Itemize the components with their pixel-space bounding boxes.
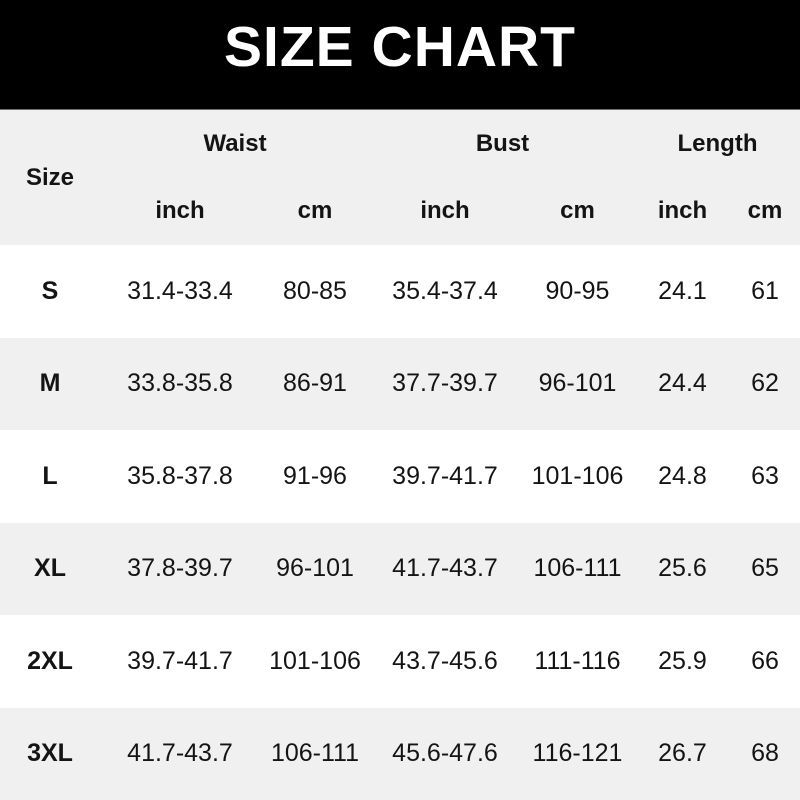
bust-cm-cell: 96-101 — [538, 369, 617, 398]
length-cm-cell: 62 — [751, 369, 779, 398]
table-row-m: M 33.8-35.8 86-91 37.7-39.7 96-101 24.4 … — [0, 337, 800, 430]
length-cm-cell: 63 — [751, 461, 779, 490]
length-cm-cell: 65 — [751, 554, 779, 583]
length-cm-cell: 61 — [751, 276, 779, 305]
length-inch-cell: 25.6 — [658, 554, 707, 583]
waist-inch-cell: 31.4-33.4 — [127, 276, 233, 305]
bust-inch-cell: 35.4-37.4 — [392, 276, 498, 305]
length-inch-cell: 24.1 — [658, 276, 707, 305]
waist-cm-cell: 101-106 — [269, 646, 361, 675]
size-cell: M — [39, 369, 61, 398]
table-body: S 31.4-33.4 80-85 35.4-37.4 90-95 24.1 6… — [0, 245, 800, 800]
size-cell: XL — [34, 554, 66, 583]
size-cell: 3XL — [27, 739, 73, 768]
column-group-length: Length — [677, 129, 758, 157]
bust-cm-cell: 116-121 — [532, 739, 623, 768]
column-header-waist-cm: cm — [297, 197, 333, 224]
waist-inch-cell: 35.8-37.8 — [127, 461, 233, 490]
bust-cm-cell: 101-106 — [531, 461, 624, 490]
table-row-xl: XL 37.8-39.7 96-101 41.7-43.7 106-111 25… — [0, 522, 800, 615]
table-row-l: L 35.8-37.8 91-96 39.7-41.7 101-106 24.8… — [0, 430, 800, 523]
bust-inch-cell: 37.7-39.7 — [392, 369, 498, 398]
length-inch-cell: 26.7 — [658, 739, 707, 768]
table-row-s: S 31.4-33.4 80-85 35.4-37.4 90-95 24.1 6… — [0, 245, 800, 338]
length-cm-cell: 66 — [751, 646, 779, 675]
bust-inch-cell: 39.7-41.7 — [392, 461, 498, 490]
length-cm-cell: 68 — [751, 739, 779, 768]
waist-cm-cell: 91-96 — [283, 461, 347, 490]
column-header-length-cm: cm — [747, 197, 783, 224]
size-cell: 2XL — [27, 646, 73, 675]
waist-cm-cell: 80-85 — [283, 276, 347, 305]
bust-inch-cell: 43.7-45.6 — [392, 646, 498, 675]
waist-cm-cell: 106-111 — [270, 739, 360, 768]
waist-cm-cell: 86-91 — [283, 369, 347, 398]
bust-cm-cell: 90-95 — [545, 276, 610, 305]
bust-cm-cell: 106-111 — [533, 554, 622, 583]
page-title: SIZE CHART — [224, 15, 576, 79]
waist-inch-cell: 37.8-39.7 — [127, 554, 233, 583]
size-cell: S — [41, 276, 59, 305]
title-banner: SIZE CHART — [0, 0, 800, 110]
length-inch-cell: 25.9 — [658, 646, 707, 675]
column-header-bust-cm: cm — [560, 197, 595, 224]
column-header-bust-inch: inch — [420, 197, 470, 224]
length-inch-cell: 24.8 — [658, 461, 707, 490]
size-chart-table: Size Waist Bust Length inch cm inch cm i… — [0, 110, 800, 800]
waist-cm-cell: 96-101 — [276, 554, 354, 583]
column-group-waist: Waist — [203, 129, 267, 157]
size-cell: L — [42, 461, 58, 490]
bust-inch-cell: 41.7-43.7 — [392, 554, 498, 583]
column-header-waist-inch: inch — [155, 197, 205, 224]
waist-inch-cell: 39.7-41.7 — [127, 646, 233, 675]
column-header-length-inch: inch — [657, 197, 708, 224]
waist-inch-cell: 33.8-35.8 — [127, 369, 233, 398]
table-row-2xl: 2XL 39.7-41.7 101-106 43.7-45.6 111-116 … — [0, 615, 800, 708]
column-header-size: Size — [25, 163, 75, 191]
bust-inch-cell: 45.6-47.6 — [392, 739, 498, 768]
length-inch-cell: 24.4 — [658, 369, 707, 398]
table-header: Size Waist Bust Length inch cm inch cm i… — [0, 110, 800, 245]
bust-cm-cell: 111-116 — [534, 646, 621, 675]
table-row-3xl: 3XL 41.7-43.7 106-111 45.6-47.6 116-121 … — [0, 707, 800, 800]
waist-inch-cell: 41.7-43.7 — [127, 739, 233, 768]
column-group-bust: Bust — [475, 129, 530, 157]
